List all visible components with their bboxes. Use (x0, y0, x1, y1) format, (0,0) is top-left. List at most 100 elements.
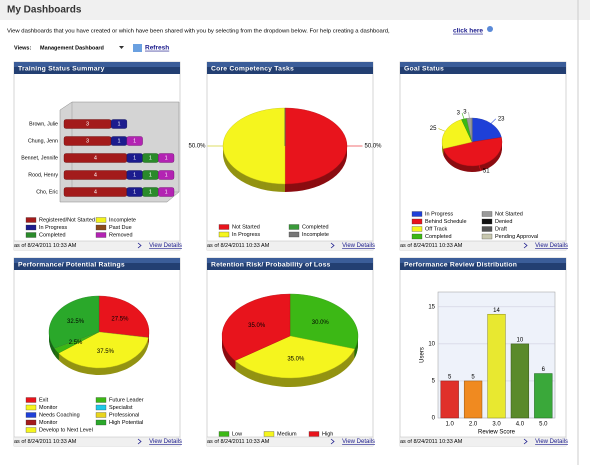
data-label: 3 (463, 110, 467, 116)
slice (98, 295, 150, 338)
legend-label: In Progress (425, 211, 453, 217)
panel-title: Retention Risk/ Probability of Loss (211, 261, 331, 268)
legend-label: Not Started (232, 224, 260, 230)
panel-footer (400, 437, 566, 446)
title-bar (0, 0, 590, 20)
panel: Performance/ Potential Ratings 27.5% 37.5%… (13, 257, 182, 447)
legend-label: Draft (495, 226, 507, 232)
category-label: Bennet, Jennife (21, 155, 58, 161)
view-details[interactable]: View Details (535, 439, 568, 445)
view-details[interactable]: View Details (535, 243, 568, 249)
x-tick-label: 3.0 (492, 422, 501, 428)
legend-swatch (411, 226, 423, 232)
legend-label: Behind Schedule (425, 219, 467, 225)
legend-swatch (25, 397, 37, 403)
panel-title: Training Status Summary (18, 65, 105, 72)
x-tick-label: 5.0 (539, 422, 548, 428)
legend-label: Specialist (109, 405, 133, 411)
as-of: as of 8/24/2011 10:33 AM (207, 439, 270, 445)
data-label: 32.5% (67, 319, 85, 325)
bar-segment (158, 187, 175, 197)
y-tick-label: 5 (432, 379, 436, 385)
page-title: My Dashboards (7, 5, 82, 16)
y-tick-label: 0 (432, 416, 436, 422)
view-details[interactable]: View Details (149, 243, 182, 249)
legend-label: Future Leader (109, 397, 144, 403)
legend-swatch (25, 217, 37, 223)
label-leader (438, 128, 446, 132)
refresh-link[interactable]: Refresh (145, 45, 169, 52)
details-arrow (523, 438, 528, 445)
data-label: 5 (471, 375, 475, 381)
help-icon[interactable] (487, 26, 493, 32)
details-arrow (330, 242, 335, 249)
category-label: Cho, Eric (36, 189, 58, 195)
data-label: 1 (117, 121, 120, 127)
details-arrow (330, 438, 335, 445)
legend-label: Off Track (425, 226, 447, 232)
legend-label: Removed (109, 232, 133, 238)
as-of: as of 8/24/2011 10:33 AM (400, 439, 463, 445)
data-label: 50.0% (365, 144, 383, 150)
description: View dashboards that you have created or… (7, 29, 390, 35)
x-tick-label: 4.0 (516, 422, 525, 428)
legend-label: Monitor (39, 420, 58, 426)
x-tick-label: 1.0 (446, 422, 455, 428)
label-leader (490, 118, 497, 124)
legend-swatch (481, 233, 493, 240)
chart-body: 0 5 10 15 5 1.0 5 2.0 14 3.0 10 4.0 6 5.0 Users Review … (420, 291, 556, 436)
view-details[interactable]: View Details (149, 439, 182, 445)
refresh-icon[interactable] (133, 44, 142, 52)
data-label: 4 (94, 189, 97, 195)
panel-header-shine (400, 62, 566, 67)
panel-header-shine (207, 62, 373, 67)
legend-swatch (218, 431, 230, 437)
data-label: 1 (149, 155, 152, 161)
legend-swatch (95, 232, 107, 238)
slice (289, 293, 359, 350)
dropdown-arrow[interactable] (119, 46, 124, 49)
view-details[interactable]: View Details (342, 439, 375, 445)
legend-label: In Progress (232, 232, 260, 238)
legend-label: Incomplete (109, 217, 136, 223)
legend-label: Completed (39, 232, 66, 238)
x-tick-label: 2.0 (469, 422, 478, 428)
view-details[interactable]: View Details (342, 243, 375, 249)
legend-swatch (288, 224, 300, 230)
as-of: as of 8/24/2011 10:33 AM (207, 243, 270, 249)
data-label: 1 (133, 138, 136, 144)
legend-label: Professional (109, 412, 139, 418)
legend-label: Monitor (39, 405, 58, 411)
legend-label: Not Started (495, 211, 523, 217)
data-label: 51 (483, 169, 490, 175)
panel-title: Performance/ Potential Ratings (18, 261, 125, 268)
as-of: as of 8/24/2011 10:33 AM (14, 439, 77, 445)
legend-label: Exit (39, 397, 49, 403)
panel-footer (14, 241, 180, 250)
label-leader (468, 112, 470, 119)
help-link[interactable]: click here (453, 28, 483, 35)
data-label: 1 (149, 189, 152, 195)
view-select[interactable]: Management Dashboard (40, 45, 104, 51)
panel: Goal Status 23 51 25 3 3 In Progress Behind Sch… (399, 61, 568, 251)
x-axis-label: Review Score (478, 430, 516, 436)
bar (510, 343, 530, 419)
data-label: 3 (457, 111, 461, 117)
category-label: Chung, Jenn (28, 138, 58, 144)
category-label: Brown, Julie (29, 121, 58, 127)
bar (463, 380, 483, 419)
data-label: 3 (86, 138, 89, 144)
data-label: 25 (430, 126, 437, 132)
legend-label: Denied (495, 219, 512, 225)
legend-swatch (288, 231, 300, 238)
legend-swatch (25, 224, 37, 231)
slice (58, 331, 149, 369)
slice (48, 295, 100, 349)
data-label: 1 (165, 189, 168, 195)
legend-label: High (322, 431, 333, 437)
legend-swatch (95, 217, 107, 223)
